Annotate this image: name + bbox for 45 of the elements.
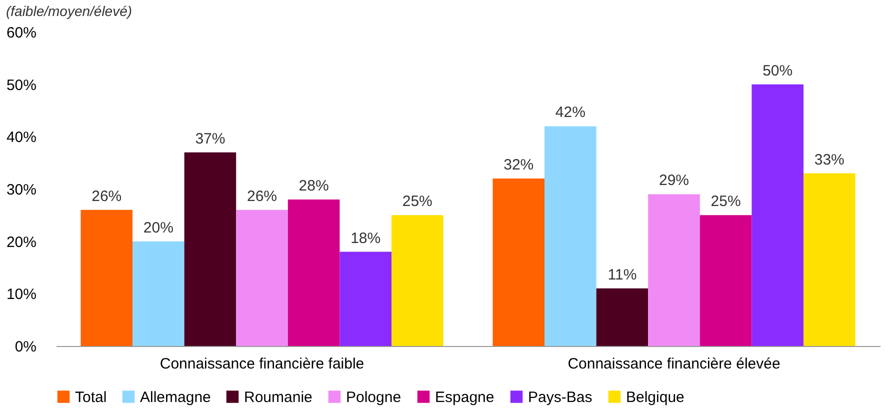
data-label: 26% (246, 188, 278, 205)
y-tick-label: 40% (6, 129, 36, 146)
legend-label: Roumanie (244, 388, 312, 406)
legend-label: Total (75, 388, 107, 406)
y-tick-label: 20% (6, 234, 36, 251)
data-label: 42% (555, 104, 586, 122)
chart-subtitle: (faible/moyen/élevé) (6, 3, 132, 19)
legend-label: Belgique (626, 388, 684, 406)
data-label: 26% (92, 188, 122, 205)
data-label: 25% (710, 193, 741, 210)
bar (340, 252, 392, 346)
bar (236, 210, 288, 346)
data-label: 18% (350, 230, 381, 247)
data-label: 32% (504, 156, 534, 174)
bar (80, 210, 133, 346)
x-tick-label: Connaissance financière élevée (568, 356, 780, 372)
data-label: 50% (762, 62, 793, 80)
legend-label: Pays-Bas (528, 388, 592, 406)
bar (700, 215, 752, 346)
y-tick-label: 50% (6, 76, 36, 94)
bar (596, 288, 648, 346)
legend-label: Pologne (346, 388, 402, 406)
y-tick-label: 0% (14, 338, 36, 356)
data-label: 28% (298, 177, 329, 194)
data-label: 29% (658, 172, 690, 190)
bar (648, 194, 700, 346)
y-tick-label: 60% (6, 24, 36, 42)
bar (184, 152, 236, 346)
data-label: 11% (608, 266, 637, 284)
bar (752, 84, 804, 346)
data-label: 25% (402, 193, 432, 210)
data-label: 37% (195, 130, 226, 148)
x-tick-label: Connaissance financière faible (160, 356, 364, 372)
bar (288, 199, 340, 346)
bar (391, 215, 444, 346)
data-label: 20% (143, 219, 174, 236)
bar (492, 178, 545, 346)
legend-label: Espagne (435, 388, 494, 406)
legend-label: Allemagne (140, 388, 211, 406)
y-tick-label: 30% (6, 182, 36, 198)
bar (803, 173, 856, 346)
bar (544, 126, 596, 346)
data-label: 33% (814, 151, 844, 168)
bar (132, 241, 184, 346)
y-tick-label: 10% (6, 286, 36, 304)
